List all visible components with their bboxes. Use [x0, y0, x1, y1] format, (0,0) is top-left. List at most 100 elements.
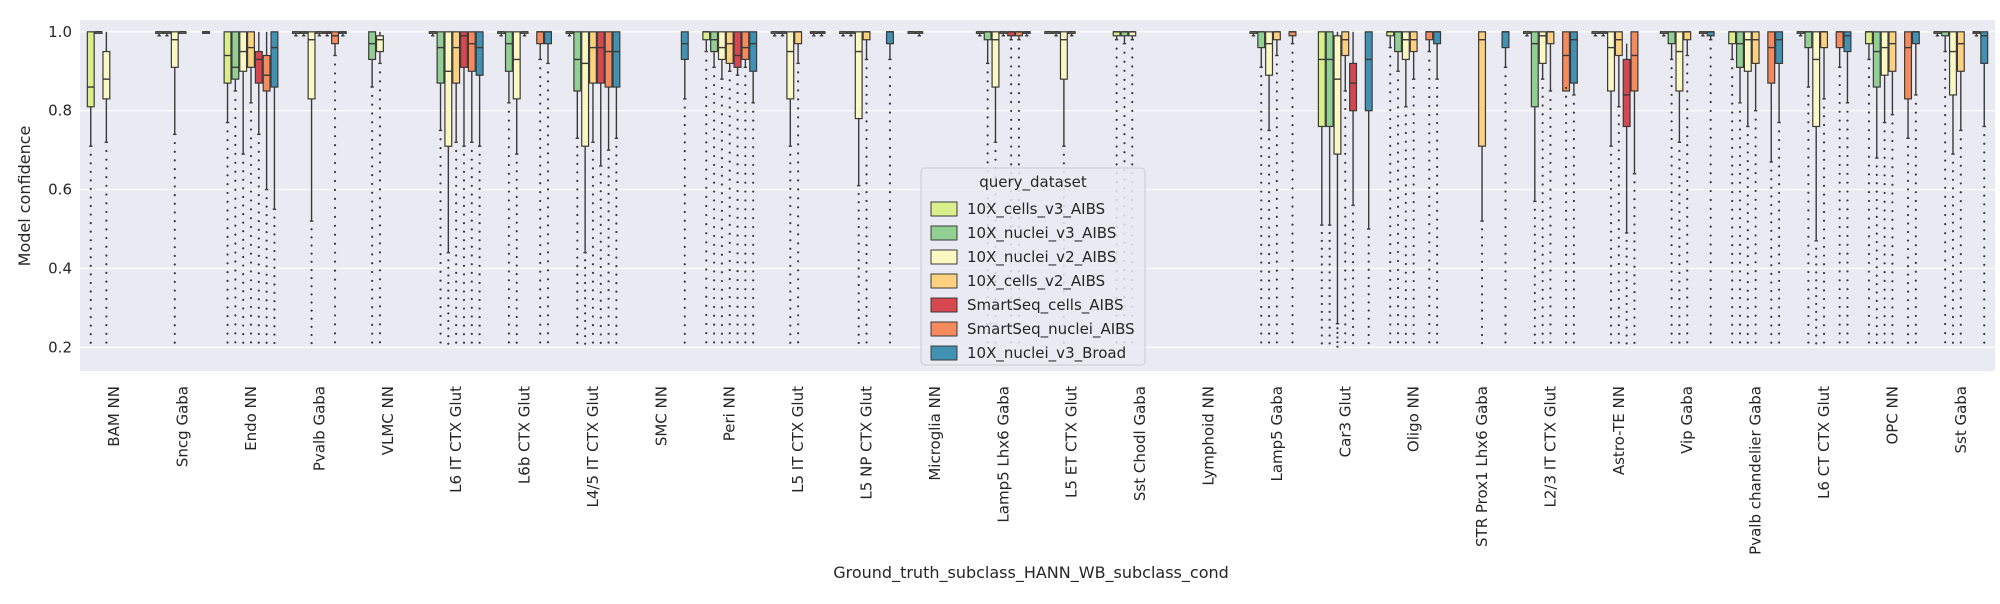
outlier-point: [591, 324, 595, 327]
outlier-point: [257, 298, 260, 301]
box-body: [459, 31, 468, 68]
outlier-point: [1617, 306, 1620, 309]
outlier-point: [1906, 230, 1910, 234]
outlier-point: [789, 213, 792, 216]
box-10X_nuclei_v3_Broad: [1911, 31, 1920, 344]
outlier-point: [576, 282, 579, 285]
outlier-point: [439, 297, 442, 300]
outlier-point: [378, 278, 382, 281]
outlier-point: [683, 228, 686, 231]
outlier-point: [1686, 296, 1689, 299]
outlier-point: [1625, 271, 1628, 274]
outlier-point: [257, 280, 260, 283]
outlier-point: [1549, 152, 1552, 155]
outlier-point: [1572, 129, 1575, 132]
outlier-point: [1815, 310, 1818, 313]
outlier-point: [546, 278, 550, 281]
outlier-point: [539, 288, 542, 291]
outlier-point: [1564, 139, 1568, 142]
outlier-point: [591, 315, 595, 318]
outlier-point: [1807, 165, 1810, 168]
outlier-point: [1404, 254, 1407, 257]
outlier-point: [1404, 114, 1407, 117]
outlier-point: [1564, 157, 1568, 160]
outlier-point: [1572, 164, 1575, 167]
outlier-point: [249, 243, 253, 246]
outlier-point: [515, 178, 518, 181]
box-body: [1820, 31, 1829, 49]
outlier-point: [1291, 133, 1294, 136]
outlier-point: [797, 188, 800, 191]
outlier-point: [242, 324, 245, 327]
outlier-point: [1738, 252, 1742, 255]
outlier-point: [1617, 149, 1620, 152]
outlier-point: [1670, 155, 1673, 158]
outlier-point: [720, 332, 724, 335]
box-body: [573, 31, 582, 92]
outlier-point: [1320, 231, 1323, 235]
outlier-point: [797, 242, 800, 245]
outlier-point: [865, 84, 868, 88]
outlier-point: [584, 289, 587, 292]
outlier-point: [1838, 305, 1841, 309]
outlier-point: [752, 146, 755, 149]
outlier-point: [478, 333, 481, 336]
outlier-point: [1754, 278, 1757, 282]
outlier-point: [1291, 78, 1294, 81]
outlier-point: [1404, 236, 1407, 239]
outlier-point: [273, 333, 276, 336]
outlier-point: [1549, 206, 1552, 209]
outlier-point: [173, 324, 176, 327]
outlier-point: [1770, 221, 1773, 224]
outlier-point: [1891, 201, 1894, 204]
outlier-point: [615, 230, 618, 234]
outlier-point: [736, 91, 739, 95]
outlier-point: [371, 226, 374, 230]
outlier-point: [728, 259, 731, 263]
box-10X_nuclei_v3_Broad: [749, 31, 758, 344]
outlier-point: [1404, 271, 1407, 274]
outlier-point: [1633, 240, 1636, 243]
outlier-point: [507, 279, 511, 282]
outlier-point: [1267, 191, 1271, 194]
outlier-point: [797, 197, 800, 200]
outlier-point: [89, 204, 92, 208]
outlier-point: [1951, 161, 1955, 164]
outlier-point: [226, 130, 229, 133]
outlier-point: [1807, 129, 1810, 133]
outlier-point: [1686, 170, 1689, 174]
outlier-point: [1328, 287, 1331, 290]
outlier-point: [89, 196, 92, 199]
outlier-point: [265, 265, 268, 268]
outlier-point: [615, 341, 618, 344]
outlier-point: [1838, 296, 1841, 300]
outlier-point: [1633, 214, 1636, 218]
box-body: [1569, 31, 1578, 84]
outlier-point: [1396, 277, 1400, 281]
outlier-point: [1770, 324, 1773, 327]
outlier-point: [615, 333, 618, 336]
outlier-point: [265, 214, 268, 217]
outlier-point: [736, 323, 739, 326]
outlier-point: [1777, 244, 1781, 247]
outlier-point: [1328, 310, 1331, 313]
outlier-point: [1260, 225, 1263, 229]
outlier-point: [1291, 286, 1294, 290]
outlier-point: [1678, 175, 1681, 179]
outlier-point: [705, 68, 708, 71]
outlier-point: [1777, 200, 1781, 203]
outlier-point: [539, 217, 542, 220]
outlier-point: [1867, 199, 1871, 203]
outlier-point: [1738, 261, 1742, 264]
outlier-point: [1541, 165, 1544, 169]
box-body: [1059, 31, 1068, 80]
outlier-point: [789, 316, 792, 319]
outlier-point: [1396, 323, 1400, 326]
outlier-point: [1260, 305, 1263, 309]
outlier-point: [712, 190, 716, 193]
outlier-point: [584, 327, 587, 330]
outlier-point: [1709, 181, 1712, 184]
outlier-point: [539, 341, 542, 344]
outlier-point: [371, 200, 374, 203]
outlier-point: [89, 239, 92, 242]
